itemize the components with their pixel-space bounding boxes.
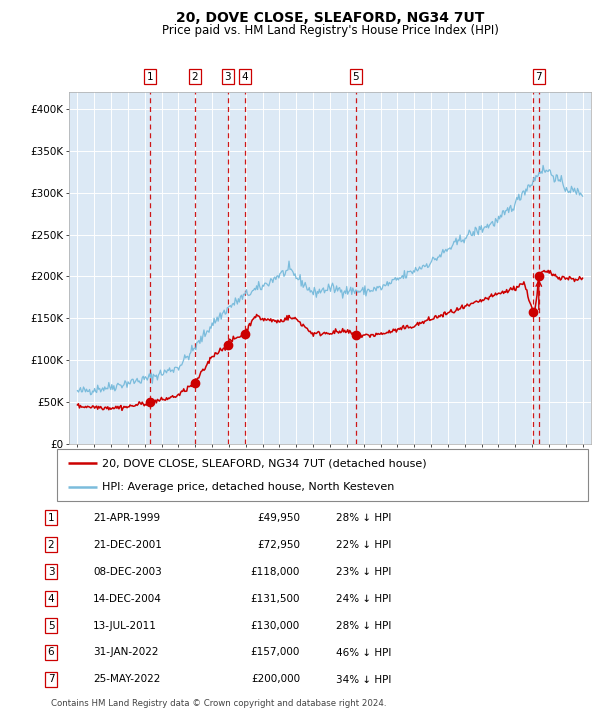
Text: 25-MAY-2022: 25-MAY-2022 (93, 674, 160, 684)
Text: 7: 7 (47, 674, 55, 684)
Text: 20, DOVE CLOSE, SLEAFORD, NG34 7UT: 20, DOVE CLOSE, SLEAFORD, NG34 7UT (176, 11, 484, 25)
Text: 22% ↓ HPI: 22% ↓ HPI (336, 540, 391, 550)
Text: 7: 7 (535, 72, 542, 82)
Text: 3: 3 (224, 72, 231, 82)
Text: 4: 4 (242, 72, 248, 82)
Text: 2: 2 (191, 72, 198, 82)
Text: £131,500: £131,500 (251, 594, 300, 604)
Text: HPI: Average price, detached house, North Kesteven: HPI: Average price, detached house, Nort… (102, 482, 395, 492)
Text: 08-DEC-2003: 08-DEC-2003 (93, 567, 162, 577)
Text: 6: 6 (47, 648, 55, 657)
Text: 1: 1 (47, 513, 55, 523)
Text: £49,950: £49,950 (257, 513, 300, 523)
Text: 23% ↓ HPI: 23% ↓ HPI (336, 567, 391, 577)
Text: 28% ↓ HPI: 28% ↓ HPI (336, 621, 391, 630)
Text: 14-DEC-2004: 14-DEC-2004 (93, 594, 162, 604)
Text: 3: 3 (47, 567, 55, 577)
Text: 5: 5 (47, 621, 55, 630)
Text: 2: 2 (47, 540, 55, 550)
Text: 20, DOVE CLOSE, SLEAFORD, NG34 7UT (detached house): 20, DOVE CLOSE, SLEAFORD, NG34 7UT (deta… (102, 458, 427, 468)
Text: 31-JAN-2022: 31-JAN-2022 (93, 648, 158, 657)
Text: £200,000: £200,000 (251, 674, 300, 684)
Text: 5: 5 (352, 72, 359, 82)
Text: 1: 1 (146, 72, 153, 82)
Text: 34% ↓ HPI: 34% ↓ HPI (336, 674, 391, 684)
Text: £157,000: £157,000 (251, 648, 300, 657)
Text: £72,950: £72,950 (257, 540, 300, 550)
Text: Price paid vs. HM Land Registry's House Price Index (HPI): Price paid vs. HM Land Registry's House … (161, 24, 499, 37)
Text: 24% ↓ HPI: 24% ↓ HPI (336, 594, 391, 604)
Text: £118,000: £118,000 (251, 567, 300, 577)
Text: 21-DEC-2001: 21-DEC-2001 (93, 540, 162, 550)
Text: 46% ↓ HPI: 46% ↓ HPI (336, 648, 391, 657)
Text: 21-APR-1999: 21-APR-1999 (93, 513, 160, 523)
Text: 13-JUL-2011: 13-JUL-2011 (93, 621, 157, 630)
Text: 28% ↓ HPI: 28% ↓ HPI (336, 513, 391, 523)
Text: Contains HM Land Registry data © Crown copyright and database right 2024.: Contains HM Land Registry data © Crown c… (51, 699, 386, 708)
Text: £130,000: £130,000 (251, 621, 300, 630)
FancyBboxPatch shape (57, 449, 588, 501)
Text: 4: 4 (47, 594, 55, 604)
